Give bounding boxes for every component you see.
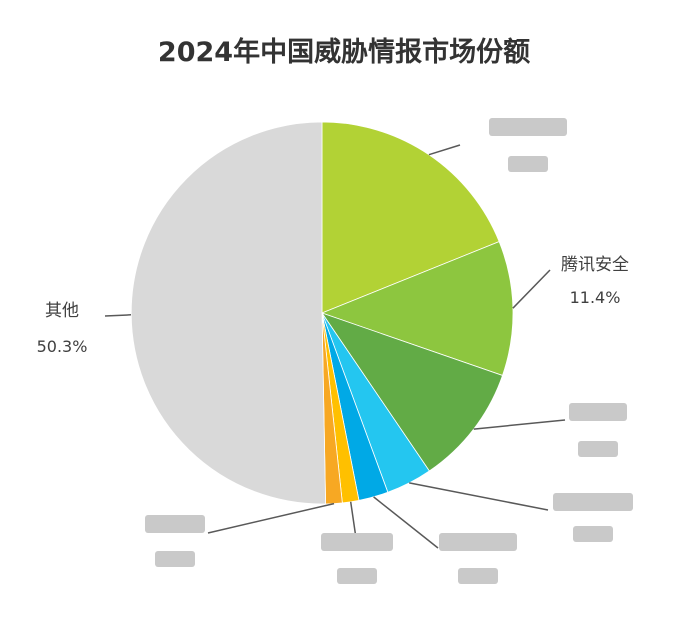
leader-line-2	[512, 269, 551, 309]
obscured-label-6	[321, 533, 393, 551]
leader-line-1	[428, 144, 461, 156]
obscured-value-6	[337, 568, 377, 584]
slice-value-8: 50.3%	[37, 337, 88, 356]
leader-line-7	[207, 502, 335, 534]
pie-slice-8	[130, 121, 327, 505]
obscured-label-1	[489, 118, 567, 136]
obscured-label-7	[145, 515, 205, 533]
slice-label-8: 其他	[45, 301, 79, 321]
leader-line-4	[409, 482, 549, 511]
pie-slice-1	[321, 121, 500, 314]
slice-label-2: 腾讯安全	[561, 255, 629, 275]
obscured-value-7	[155, 551, 195, 567]
chart-title: 2024年中国威胁情报市场份额	[157, 37, 531, 68]
obscured-label-5	[439, 533, 517, 551]
obscured-label-4	[553, 493, 633, 511]
pie-slice-3	[320, 312, 504, 472]
leader-line-3	[473, 419, 566, 430]
obscured-value-4	[573, 526, 613, 542]
slice-value-2: 11.4%	[570, 288, 621, 307]
obscured-label-3	[569, 403, 627, 421]
leader-line-8	[104, 314, 132, 317]
leader-line-5	[373, 496, 439, 549]
obscured-value-1	[508, 156, 548, 172]
obscured-value-3	[578, 441, 618, 457]
obscured-value-5	[458, 568, 498, 584]
